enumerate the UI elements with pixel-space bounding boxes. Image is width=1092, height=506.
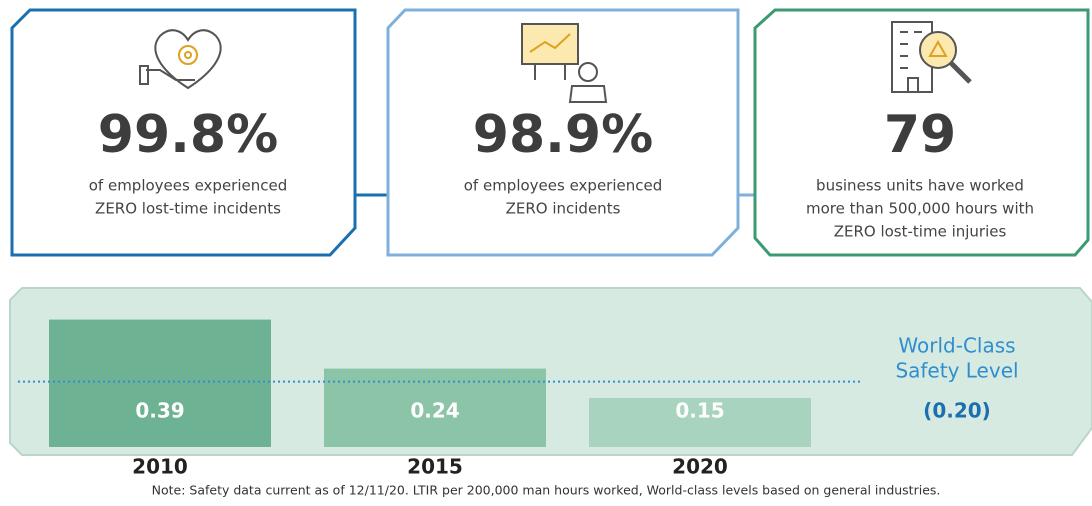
value-label: 0.15 [675, 399, 724, 423]
building-search-icon [891, 21, 972, 93]
stat-text: ZERO lost-time injuries [834, 223, 1007, 241]
reference-label: World-Class [898, 334, 1015, 358]
note: Note: Safety data current as of 12/11/20… [152, 483, 941, 498]
stat-value: 98.9% [473, 105, 653, 165]
stat-value: 99.8% [98, 105, 278, 165]
stat-text: business units have worked [816, 177, 1024, 195]
x-tick-label: 2015 [407, 455, 463, 479]
stat-text: of employees experienced [89, 177, 288, 195]
stat-value: 79 [884, 105, 956, 165]
stat-text: ZERO lost-time incidents [95, 200, 281, 218]
card-frame [10, 8, 357, 257]
value-label: 0.24 [410, 399, 459, 423]
reference-label: Safety Level [895, 359, 1018, 383]
stat-text: more than 500,000 hours with [806, 200, 1034, 218]
x-tick-label: 2010 [132, 455, 188, 479]
bar [589, 398, 811, 447]
chart-panel [9, 287, 1092, 456]
stat-text: ZERO incidents [506, 200, 621, 218]
x-tick-label: 2020 [672, 455, 728, 479]
card-frame [753, 8, 1090, 257]
card-frame [386, 8, 740, 257]
stat-text: of employees experienced [464, 177, 663, 195]
presentation-icon [521, 23, 608, 103]
heart-gear-icon [139, 29, 222, 90]
reference-value-label: (0.20) [923, 399, 991, 423]
bar [49, 319, 271, 447]
value-label: 0.39 [135, 399, 184, 423]
